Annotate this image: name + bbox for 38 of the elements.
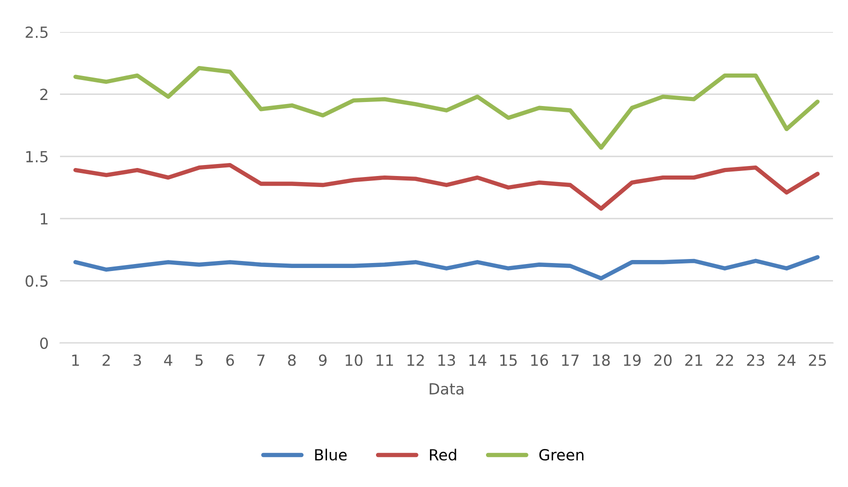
x-tick-label: 22 (716, 354, 733, 366)
x-tick-label: 10 (346, 354, 362, 366)
y-tick-label: 2.5 (26, 26, 48, 38)
x-tick-label: 6 (226, 354, 234, 366)
y-tick-label: 1 (40, 213, 48, 224)
x-tick-label: 4 (164, 354, 172, 366)
legend-label: Green (539, 448, 584, 461)
line-series (73, 163, 820, 211)
x-tick-label: 19 (624, 354, 641, 366)
x-tick-label: 25 (808, 354, 826, 366)
line-series (73, 66, 820, 150)
x-tick-label: 8 (288, 354, 296, 366)
x-tick-label: 13 (438, 354, 455, 366)
x-tick-label: 15 (500, 354, 517, 366)
y-tick-label: 0 (40, 337, 48, 350)
y-tick-label: 2 (40, 88, 48, 100)
x-tick-label: 1 (72, 354, 79, 366)
x-tick-label: 5 (195, 354, 203, 366)
legend-label: Red (430, 448, 456, 461)
y-tick-label: 1.5 (26, 151, 48, 162)
x-tick-label: 7 (257, 354, 265, 366)
x-tick-label: 12 (408, 354, 424, 366)
y-tick-label: 0.5 (26, 275, 48, 287)
x-tick-label: 14 (469, 354, 486, 366)
x-tick-label: 17 (562, 354, 579, 366)
x-tick-label: 11 (376, 354, 393, 366)
line-series (73, 255, 820, 280)
x-tick-label: 20 (654, 354, 672, 366)
x-tick-label: 23 (747, 354, 764, 366)
x-tick-label: 2 (102, 354, 110, 366)
legend-label: Blue (315, 448, 347, 461)
x-tick-label: 24 (778, 354, 796, 366)
x-tick-label: 18 (593, 354, 610, 366)
x-tick-label: 9 (318, 354, 327, 366)
x-tick-label: 3 (134, 354, 141, 366)
x-tick-label: 21 (685, 354, 702, 366)
x-tick-label: 16 (531, 354, 548, 366)
x-axis-title: Data (430, 383, 464, 395)
